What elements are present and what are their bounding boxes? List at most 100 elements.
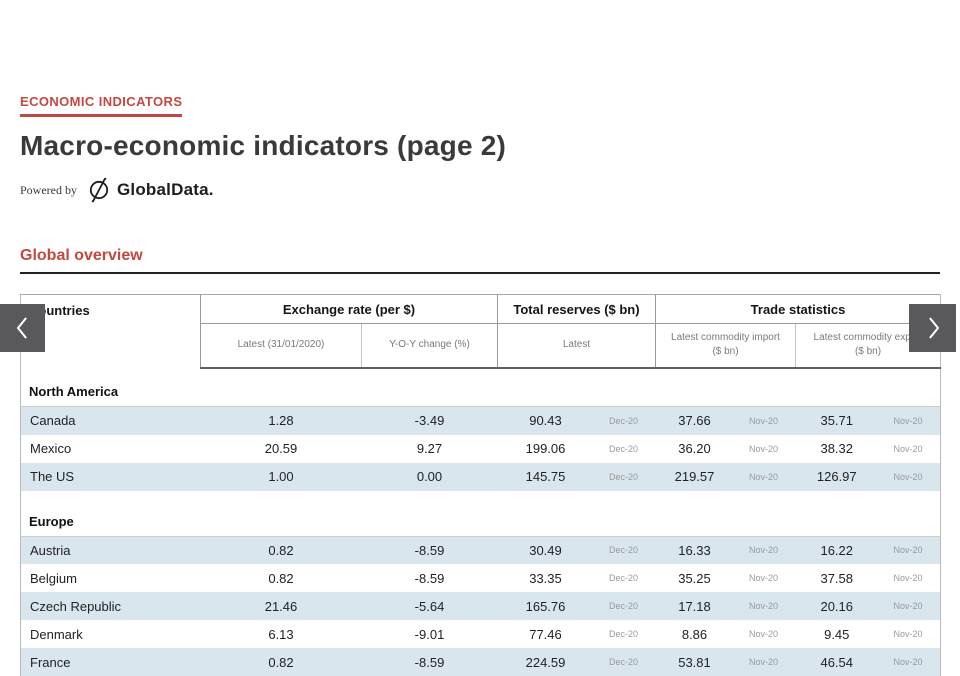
kicker-label: ECONOMIC INDICATORS	[20, 94, 183, 117]
sub-header-yoy-change: Y-O-Y change (%)	[361, 323, 498, 369]
cell-reserves: 30.49 Dec-20	[499, 543, 655, 558]
cell-yoy-change: -5.64	[414, 598, 445, 614]
cell-import: 17.18 Nov-20	[657, 599, 795, 614]
import-value: 17.18	[678, 598, 711, 614]
sub-header-row: Latest (31/01/2020) Y-O-Y change (%) Lat…	[21, 323, 941, 369]
reserves-date: Dec-20	[608, 471, 638, 482]
cell-reserves: 77.46 Dec-20	[499, 627, 655, 642]
reserves-date: Dec-20	[608, 629, 638, 639]
cell-yoy-change: 9.27	[416, 441, 443, 456]
import-date: Nov-20	[748, 545, 778, 556]
export-date: Nov-20	[893, 657, 923, 667]
carousel-next-button[interactable]	[909, 304, 956, 352]
export-value: 35.71	[820, 413, 854, 429]
reserves-value: 145.75	[525, 469, 566, 484]
brand-name: GlobalData.	[117, 180, 214, 199]
page-title: Macro-economic indicators (page 2)	[20, 130, 507, 161]
section-label: Europe	[20, 490, 941, 537]
reserves-value: 77.46	[529, 626, 562, 642]
reserves-value: 30.49	[529, 542, 562, 558]
import-date: Nov-20	[748, 657, 778, 667]
table-row: Canada 1.28 -3.49 90.43 Dec-20 37.66 Nov-2…	[20, 406, 941, 435]
cell-export: 38.32 Nov-20	[797, 441, 940, 456]
import-date: Nov-20	[748, 629, 778, 639]
cell-yoy-change: -8.59	[414, 654, 445, 670]
cell-import: 37.66 Nov-20	[657, 413, 795, 428]
section-label: North America	[20, 368, 941, 407]
section-title: Global overview	[20, 247, 143, 264]
export-value: 20.16	[820, 598, 854, 614]
cell-yoy-change: -8.59	[414, 570, 445, 586]
section-row-north-america: North America	[20, 368, 941, 407]
reserves-date: Dec-20	[608, 601, 638, 611]
section-row-europe: Europe	[20, 490, 941, 537]
import-value: 219.57	[674, 469, 715, 484]
cell-import: 219.57 Nov-20	[657, 469, 795, 484]
indicators-table: Countries Exchange rate (per $) Total re…	[20, 294, 941, 676]
cell-export: 16.22 Nov-20	[797, 543, 940, 558]
sub-header-reserves-latest: Latest	[497, 323, 656, 369]
table-row: France 0.82 -8.59 224.59 Dec-20 53.81 Nov-…	[20, 648, 941, 676]
cell-fx-latest: 1.00	[268, 469, 294, 484]
cell-export: 35.71 Nov-20	[797, 413, 940, 428]
export-date: Nov-20	[893, 471, 923, 482]
cell-yoy-change: -3.49	[414, 413, 445, 429]
export-date: Nov-20	[893, 629, 923, 639]
export-value: 126.97	[816, 469, 857, 484]
export-date: Nov-20	[893, 415, 923, 426]
reserves-date: Dec-20	[608, 657, 638, 667]
cell-country: Mexico	[30, 441, 72, 456]
table-row: Denmark 6.13 -9.01 77.46 Dec-20 8.86 Nov-2…	[21, 620, 941, 648]
powered-by-label: Powered by	[20, 182, 77, 197]
cell-country: Denmark	[30, 626, 83, 642]
carousel-prev-button[interactable]	[0, 304, 45, 352]
cell-yoy-change: -9.01	[414, 626, 445, 642]
export-value: 16.22	[820, 542, 854, 558]
import-date: Nov-20	[748, 471, 778, 482]
import-date: Nov-20	[748, 415, 778, 426]
cell-export: 37.58 Nov-20	[797, 571, 940, 586]
import-value: 36.20	[678, 441, 711, 456]
cell-country: The US	[30, 469, 75, 484]
export-date: Nov-20	[893, 443, 923, 454]
cell-reserves: 90.43 Dec-20	[499, 413, 655, 428]
cell-fx-latest: 0.82	[268, 570, 294, 586]
col-header-trade-statistics: Trade statistics	[655, 294, 941, 324]
table-row: Mexico 20.59 9.27 199.06 Dec-20 36.20 Nov-…	[21, 435, 941, 463]
cell-country: France	[30, 654, 71, 670]
import-value: 8.86	[681, 626, 708, 642]
cell-yoy-change: 0.00	[416, 469, 443, 484]
import-value: 35.25	[678, 570, 711, 586]
cell-reserves: 165.76 Dec-20	[499, 599, 655, 614]
reserves-date: Dec-20	[608, 415, 638, 426]
table-row: Czech Republic 21.46 -5.64 165.76 Dec-20 …	[20, 592, 941, 620]
export-value: 9.45	[824, 626, 850, 642]
cell-reserves: 145.75 Dec-20	[499, 469, 655, 484]
export-date: Nov-20	[893, 573, 923, 583]
reserves-value: 165.76	[525, 598, 566, 614]
export-value: 38.32	[820, 441, 854, 456]
cell-fx-latest: 0.82	[268, 654, 294, 670]
cell-export: 46.54 Nov-20	[797, 655, 940, 670]
cell-export: 126.97 Nov-20	[797, 469, 940, 484]
table-row: Austria 0.82 -8.59 30.49 Dec-20 16.33 Nov-…	[20, 536, 941, 564]
cell-reserves: 224.59 Dec-20	[499, 655, 655, 670]
chevron-right-icon	[928, 317, 939, 339]
col-header-countries: Countries	[20, 294, 201, 368]
cell-import: 36.20 Nov-20	[657, 441, 795, 456]
reserves-value: 199.06	[525, 441, 566, 456]
section-divider	[20, 272, 940, 274]
reserves-value: 33.35	[529, 570, 562, 586]
cell-export: 20.16 Nov-20	[797, 599, 940, 614]
cell-reserves: 33.35 Dec-20	[499, 571, 655, 586]
import-date: Nov-20	[748, 443, 778, 454]
cell-fx-latest: 6.13	[268, 626, 294, 642]
cell-export: 9.45 Nov-20	[797, 627, 940, 642]
import-date: Nov-20	[748, 573, 778, 583]
export-value: 46.54	[820, 654, 854, 670]
col-header-exchange-rate: Exchange rate (per $)	[200, 294, 498, 324]
cell-import: 53.81 Nov-20	[657, 655, 795, 670]
reserves-date: Dec-20	[608, 545, 638, 556]
cell-import: 8.86 Nov-20	[657, 627, 795, 642]
chevron-left-icon	[16, 317, 27, 339]
